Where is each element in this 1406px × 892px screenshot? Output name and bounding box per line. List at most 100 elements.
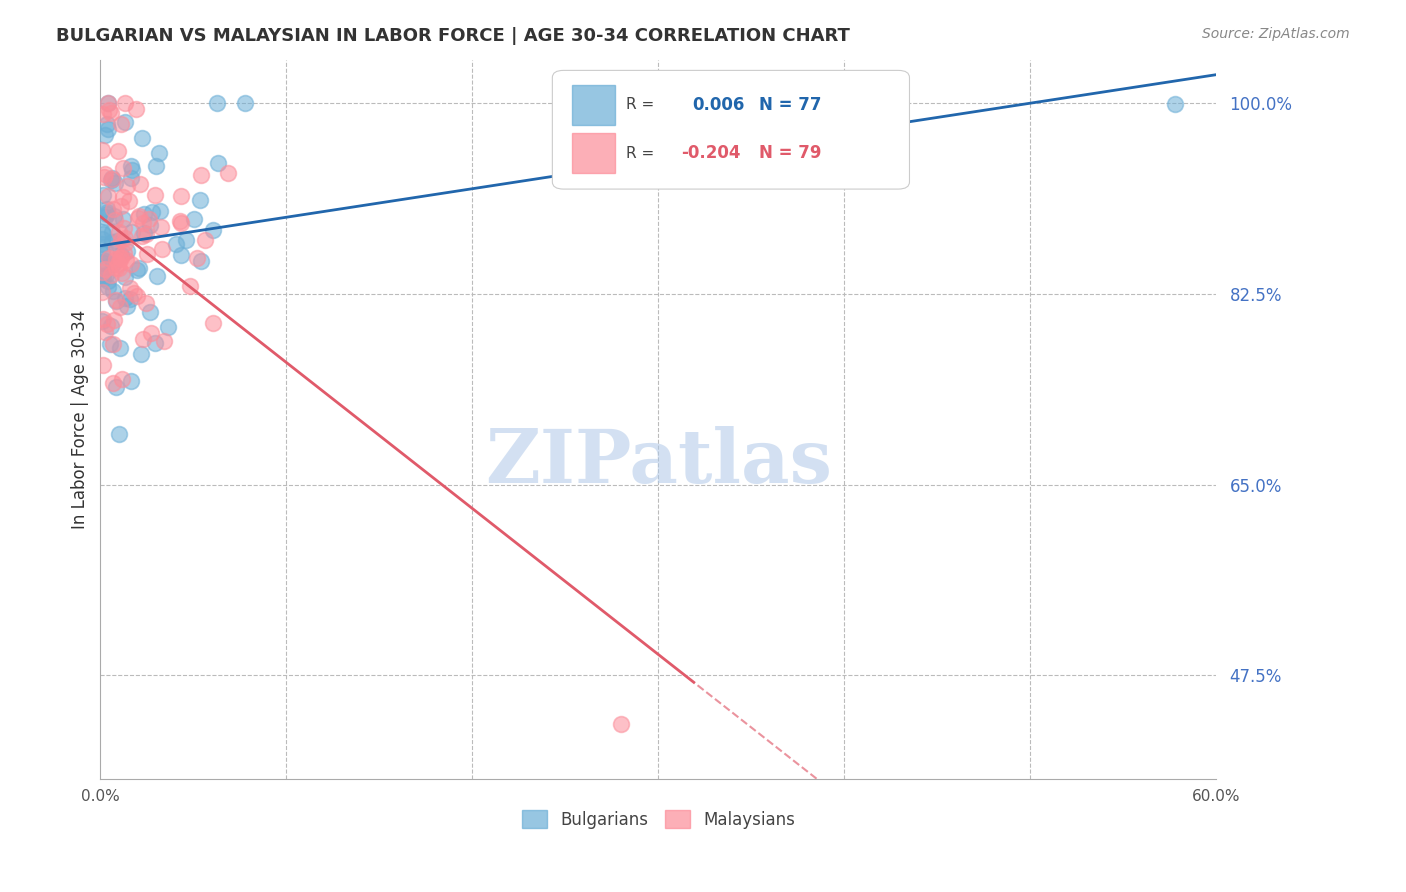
Point [97,122,120,136]
Point [132,216,155,230]
Text: ZIPatlas: ZIPatlas [485,425,832,499]
Point [97,189,120,203]
Point [135,247,157,261]
Text: R =: R = [626,97,659,112]
Point [91,144,114,158]
Point [103,312,125,326]
Point [107,226,129,240]
Point [201,316,224,330]
Point [207,156,229,170]
Point [121,163,143,178]
Point [135,227,157,241]
Point [96,205,118,219]
Point [93,256,115,270]
Point [190,168,212,182]
Point [170,189,193,203]
Point [111,266,134,280]
Point [120,281,142,295]
Point [91,188,114,202]
Point [156,320,179,334]
Point [107,145,129,159]
Point [105,294,128,309]
Point [110,300,132,314]
Point [143,188,166,202]
Point [114,96,136,111]
Point [91,271,114,285]
Point [1164,97,1187,112]
Point [146,268,169,283]
Point [104,380,127,394]
Point [127,289,149,303]
Point [131,130,153,145]
Point [91,312,114,326]
Point [101,235,124,249]
Point [101,337,124,351]
Point [110,117,132,131]
Point [104,176,127,190]
Point [170,248,193,262]
Point [188,193,211,207]
Y-axis label: In Labor Force | Age 30-34: In Labor Force | Age 30-34 [72,310,89,529]
Point [94,245,117,260]
Text: BULGARIAN VS MALAYSIAN IN LABOR FORCE | AGE 30-34 CORRELATION CHART: BULGARIAN VS MALAYSIAN IN LABOR FORCE | … [56,27,851,45]
Point [107,257,129,271]
Point [112,246,135,260]
Point [121,225,143,239]
Point [114,115,136,129]
Point [125,263,148,277]
Bar [572,85,614,125]
Point [108,260,131,275]
Point [128,260,150,275]
Point [108,251,131,265]
Point [101,202,124,216]
Point [101,284,124,298]
Point [97,96,120,111]
Point [96,207,118,221]
Point [91,232,114,246]
Point [120,292,142,306]
Point [110,233,132,247]
Point [115,179,138,194]
Point [145,159,167,173]
Text: N = 77: N = 77 [759,96,821,114]
Point [115,253,138,268]
Point [91,237,114,252]
Point [101,376,124,391]
Point [139,305,162,319]
Point [91,269,114,284]
Point [174,233,197,247]
Point [91,265,114,279]
Point [165,236,187,251]
Point [96,118,118,132]
Point [100,172,122,186]
Point [111,372,134,386]
Point [139,326,162,340]
Point [94,128,117,142]
Text: 0.006: 0.006 [692,96,744,114]
Text: -0.204: -0.204 [681,145,740,162]
Point [169,214,191,228]
Point [94,168,117,182]
Point [94,261,117,276]
Point [114,292,136,306]
Point [152,334,174,348]
Point [148,146,170,161]
Point [143,335,166,350]
Text: R =: R = [626,145,659,161]
Point [141,204,163,219]
Point [183,211,205,226]
FancyBboxPatch shape [553,70,910,189]
Point [118,194,141,209]
Point [110,199,132,213]
Point [139,219,162,233]
Point [110,248,132,262]
Point [111,190,134,204]
Point [169,216,191,230]
Point [108,341,131,355]
Point [100,105,122,120]
Point [91,225,114,239]
Point [100,173,122,187]
Point [97,96,120,111]
Point [100,268,122,282]
Point [96,202,118,216]
